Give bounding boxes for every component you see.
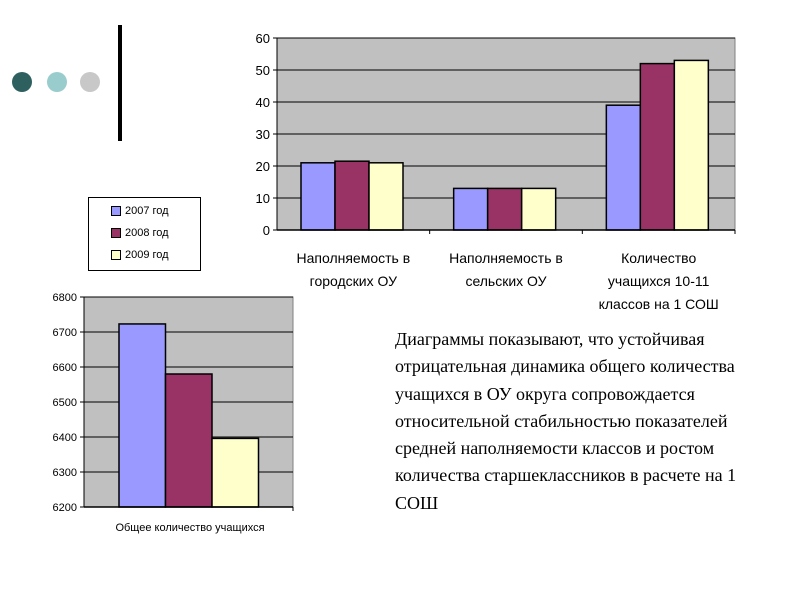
y-tick-label: 6500 (53, 397, 77, 409)
y-tick-label: 10 (256, 191, 270, 206)
x-category-label: классов на 1 СОШ (599, 296, 719, 312)
x-category-label: Наполняемость в (296, 250, 410, 266)
decor-vertical-bar (118, 25, 122, 141)
y-tick-label: 60 (256, 31, 270, 46)
y-tick-label: 6400 (53, 432, 77, 444)
bar-2009-год (368, 162, 404, 231)
x-category-label: Общее количество учащихся (115, 522, 264, 534)
y-tick-label: 50 (256, 63, 270, 78)
decor-dot-2 (47, 72, 67, 92)
y-tick-label: 6800 (53, 292, 77, 304)
bar-2008-год (334, 160, 370, 231)
x-category-label: Количество (621, 250, 696, 266)
bar-2008-год (164, 373, 213, 508)
bar-2007-год (118, 323, 167, 508)
bar-2007-год (452, 187, 489, 231)
bar-2009-год (211, 437, 260, 508)
decor-dot-1 (12, 72, 32, 92)
bar-2008-год (639, 62, 676, 231)
bar-2009-год (520, 187, 557, 231)
chart-legend: 2007 год 2008 год 2009 год (88, 197, 201, 271)
legend-swatch (111, 206, 121, 216)
legend-label: 2009 год (125, 249, 169, 261)
decor-dot-3 (80, 72, 100, 92)
bar-2007-год (605, 104, 642, 231)
y-tick-label: 0 (263, 223, 270, 238)
y-tick-label: 40 (256, 95, 270, 110)
legend-label: 2007 год (125, 205, 169, 217)
legend-item: 2009 год (89, 244, 200, 266)
y-tick-label: 6300 (53, 467, 77, 479)
legend-swatch (111, 250, 121, 260)
y-tick-label: 20 (256, 159, 270, 174)
x-category-label: Наполняемость в (449, 250, 563, 266)
y-tick-label: 6700 (53, 327, 77, 339)
summary-text: Диаграммы показывают, что устойчивая отр… (395, 329, 737, 513)
x-category-label: учащихся 10-11 (608, 273, 710, 289)
bar-2007-год (300, 162, 336, 231)
y-tick-label: 6200 (53, 502, 77, 514)
legend-item: 2007 год (89, 200, 200, 222)
bar-2009-год (673, 59, 710, 231)
x-category-label: сельских ОУ (465, 273, 546, 289)
y-tick-label: 30 (256, 127, 270, 142)
y-tick-label: 6600 (53, 362, 77, 374)
legend-item: 2008 год (89, 222, 200, 244)
legend-label: 2008 год (125, 227, 169, 239)
legend-swatch (111, 228, 121, 238)
x-category-label: городских ОУ (310, 273, 397, 289)
bar-2008-год (486, 187, 523, 231)
